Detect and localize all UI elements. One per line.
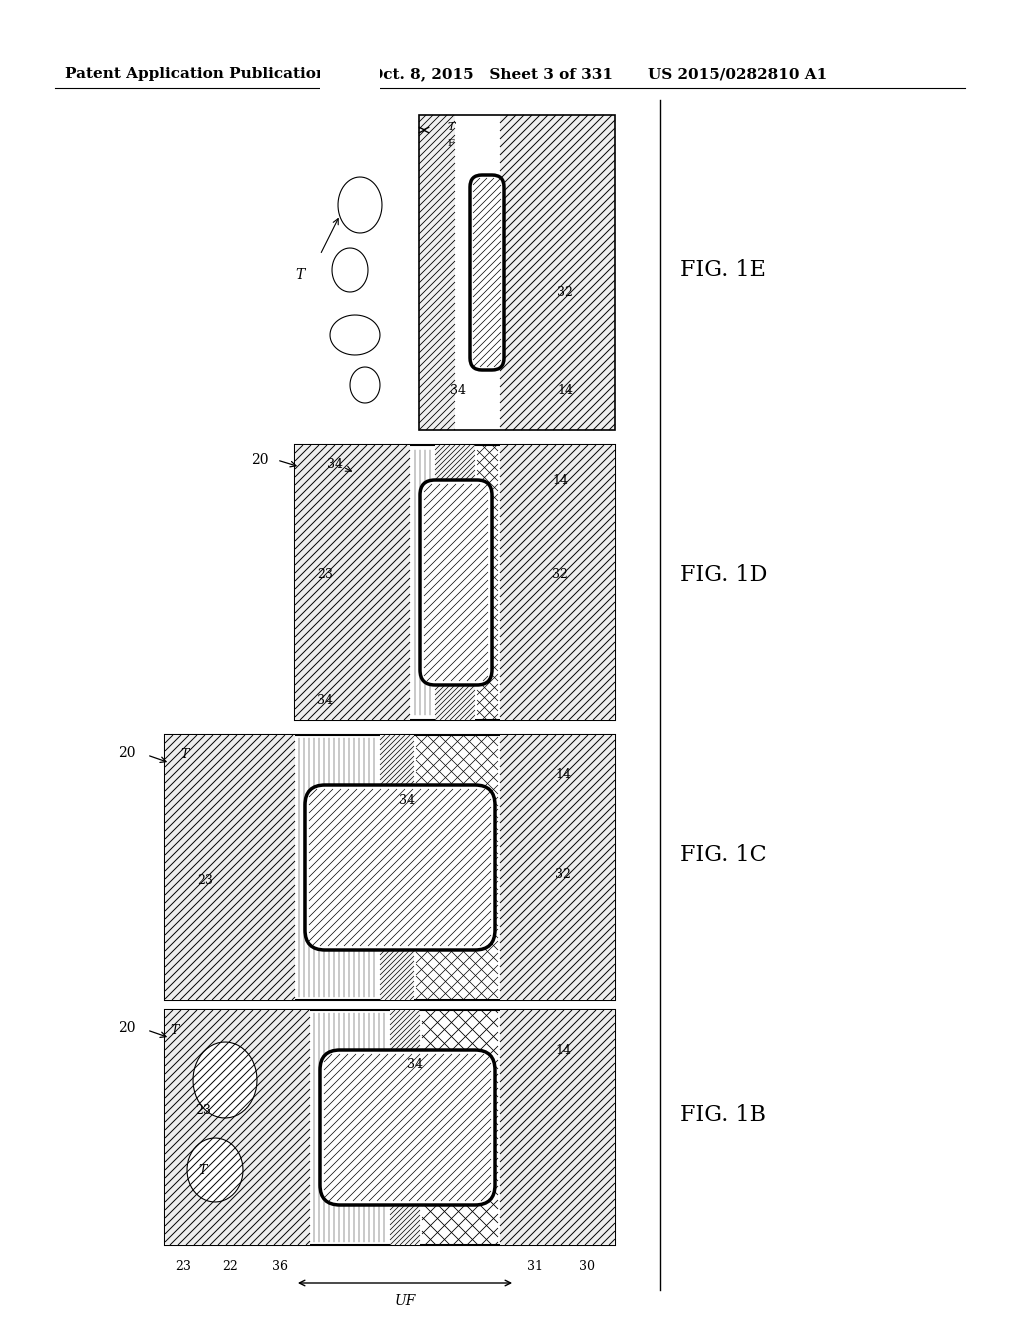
Text: 23: 23: [195, 1104, 211, 1117]
Text: 34: 34: [327, 458, 343, 471]
Text: FIG. 1B: FIG. 1B: [680, 1104, 766, 1126]
Bar: [319, 0, 380, 115]
FancyBboxPatch shape: [305, 785, 495, 950]
Bar: [500, 115, 615, 430]
Polygon shape: [187, 1138, 243, 1203]
Bar: [419, 115, 455, 430]
Text: 36: 36: [272, 1261, 288, 1274]
Bar: [500, 1010, 615, 1245]
Text: Oct. 8, 2015   Sheet 3 of 331: Oct. 8, 2015 Sheet 3 of 331: [370, 67, 613, 81]
Bar: [295, 445, 410, 719]
Text: T: T: [199, 1163, 207, 1176]
Text: T: T: [181, 748, 189, 762]
Text: US 2015/0282810 A1: US 2015/0282810 A1: [648, 67, 827, 81]
Text: F: F: [447, 139, 454, 148]
FancyBboxPatch shape: [420, 480, 492, 685]
Text: T: T: [447, 121, 455, 132]
Bar: [500, 735, 615, 1001]
Bar: [165, 735, 295, 1001]
Text: T: T: [295, 268, 304, 282]
Polygon shape: [194, 1041, 257, 1118]
Text: 20: 20: [251, 453, 268, 467]
Text: 32: 32: [557, 285, 573, 298]
Polygon shape: [330, 315, 380, 355]
Bar: [435, 445, 475, 719]
Bar: [416, 735, 498, 1001]
FancyBboxPatch shape: [470, 176, 504, 370]
Text: 32: 32: [555, 869, 571, 882]
Text: 23: 23: [317, 569, 333, 582]
Text: FIG. 1D: FIG. 1D: [680, 564, 767, 586]
Text: 34: 34: [399, 793, 415, 807]
Text: 34: 34: [407, 1059, 423, 1072]
Text: 34: 34: [317, 693, 333, 706]
Text: 20: 20: [118, 746, 136, 760]
Bar: [500, 1010, 615, 1245]
Bar: [165, 735, 295, 1001]
Text: 20: 20: [118, 1020, 136, 1035]
Text: FIG. 1E: FIG. 1E: [680, 259, 766, 281]
Bar: [390, 1010, 420, 1245]
Bar: [295, 445, 410, 719]
Bar: [422, 1010, 498, 1245]
FancyBboxPatch shape: [319, 1049, 495, 1205]
Polygon shape: [338, 177, 382, 234]
Bar: [435, 445, 475, 719]
Bar: [416, 735, 498, 1001]
Bar: [500, 445, 615, 719]
Bar: [500, 445, 615, 719]
Bar: [390, 1010, 420, 1245]
Text: 32: 32: [552, 569, 568, 582]
Bar: [165, 735, 615, 1001]
Text: 23: 23: [175, 1261, 190, 1274]
Text: 14: 14: [555, 768, 571, 781]
Bar: [500, 735, 615, 1001]
Bar: [380, 735, 414, 1001]
Bar: [295, 445, 615, 719]
Bar: [477, 445, 498, 719]
Text: 14: 14: [557, 384, 573, 396]
Text: UF: UF: [394, 1294, 416, 1308]
Bar: [419, 115, 615, 430]
Bar: [165, 1010, 310, 1245]
Bar: [457, 115, 498, 430]
Bar: [419, 115, 455, 430]
Bar: [473, 178, 501, 367]
Bar: [422, 1010, 498, 1245]
Text: 14: 14: [555, 1044, 571, 1056]
Bar: [165, 1010, 310, 1245]
Bar: [477, 445, 498, 719]
Text: T: T: [171, 1023, 179, 1036]
Text: 31: 31: [527, 1261, 543, 1274]
Bar: [424, 484, 488, 681]
Polygon shape: [332, 248, 368, 292]
Polygon shape: [350, 367, 380, 403]
Text: Patent Application Publication: Patent Application Publication: [65, 67, 327, 81]
Bar: [500, 115, 615, 430]
Text: 14: 14: [552, 474, 568, 487]
Text: 23: 23: [197, 874, 213, 887]
Text: FIG. 1C: FIG. 1C: [680, 843, 767, 866]
Text: 30: 30: [579, 1261, 595, 1274]
Bar: [380, 735, 414, 1001]
Text: 34: 34: [450, 384, 466, 396]
Bar: [309, 789, 490, 946]
Bar: [324, 1053, 490, 1201]
Text: 22: 22: [222, 1261, 238, 1274]
Bar: [165, 1010, 615, 1245]
